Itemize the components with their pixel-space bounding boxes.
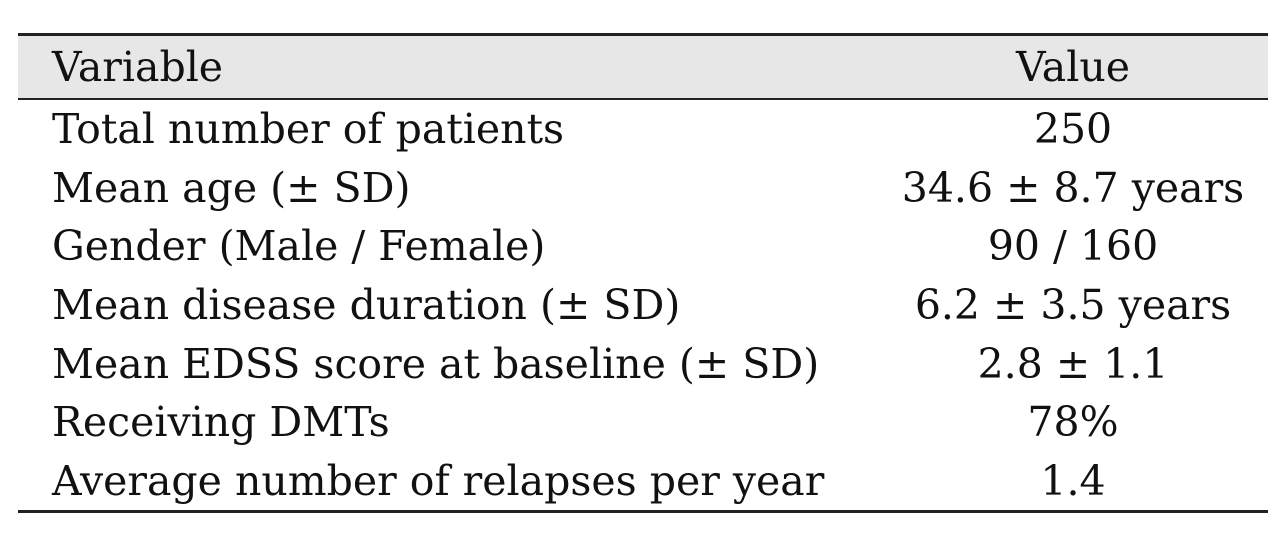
variable-cell: Mean disease duration (± SD) bbox=[52, 281, 681, 330]
table-row: Mean age (± SD) 34.6 ± 8.7 years bbox=[18, 159, 1268, 218]
data-table-container: Variable Value Total number of patients … bbox=[18, 33, 1268, 514]
table-row: Mean EDSS score at baseline (± SD) 2.8 ±… bbox=[18, 334, 1268, 393]
table-row: Total number of patients 250 bbox=[18, 99, 1268, 159]
table-row: Mean disease duration (± SD) 6.2 ± 3.5 y… bbox=[18, 276, 1268, 335]
variable-cell: Mean EDSS score at baseline (± SD) bbox=[52, 339, 820, 388]
variable-cell: Receiving DMTs bbox=[52, 398, 390, 447]
table-row: Gender (Male / Female) 90 / 160 bbox=[18, 217, 1268, 276]
value-cell: 2.8 ± 1.1 bbox=[977, 339, 1169, 388]
value-cell: 6.2 ± 3.5 years bbox=[914, 281, 1232, 330]
variable-cell: Mean age (± SD) bbox=[52, 163, 411, 212]
table-row: Receiving DMTs 78% bbox=[18, 393, 1268, 452]
column-header-value: Value bbox=[858, 33, 1268, 100]
variable-cell: Total number of patients bbox=[52, 105, 565, 154]
value-cell: 78% bbox=[1027, 398, 1119, 447]
value-cell: 250 bbox=[1033, 105, 1113, 154]
value-cell: 34.6 ± 8.7 years bbox=[901, 163, 1245, 212]
value-cell: 1.4 bbox=[858, 451, 1268, 514]
table-row: Average number of relapses per year 1.4 bbox=[18, 451, 1268, 514]
variable-cell: Gender (Male / Female) bbox=[52, 222, 546, 271]
value-cell: 90 / 160 bbox=[987, 222, 1159, 271]
table-body: Total number of patients 250 Mean age (±… bbox=[18, 99, 1268, 514]
column-header-variable: Variable bbox=[18, 33, 858, 100]
variable-cell: Average number of relapses per year bbox=[18, 451, 858, 514]
header-row: Variable Value bbox=[18, 33, 1268, 100]
table-header: Variable Value bbox=[18, 33, 1268, 100]
patient-characteristics-table: Variable Value Total number of patients … bbox=[18, 33, 1268, 514]
